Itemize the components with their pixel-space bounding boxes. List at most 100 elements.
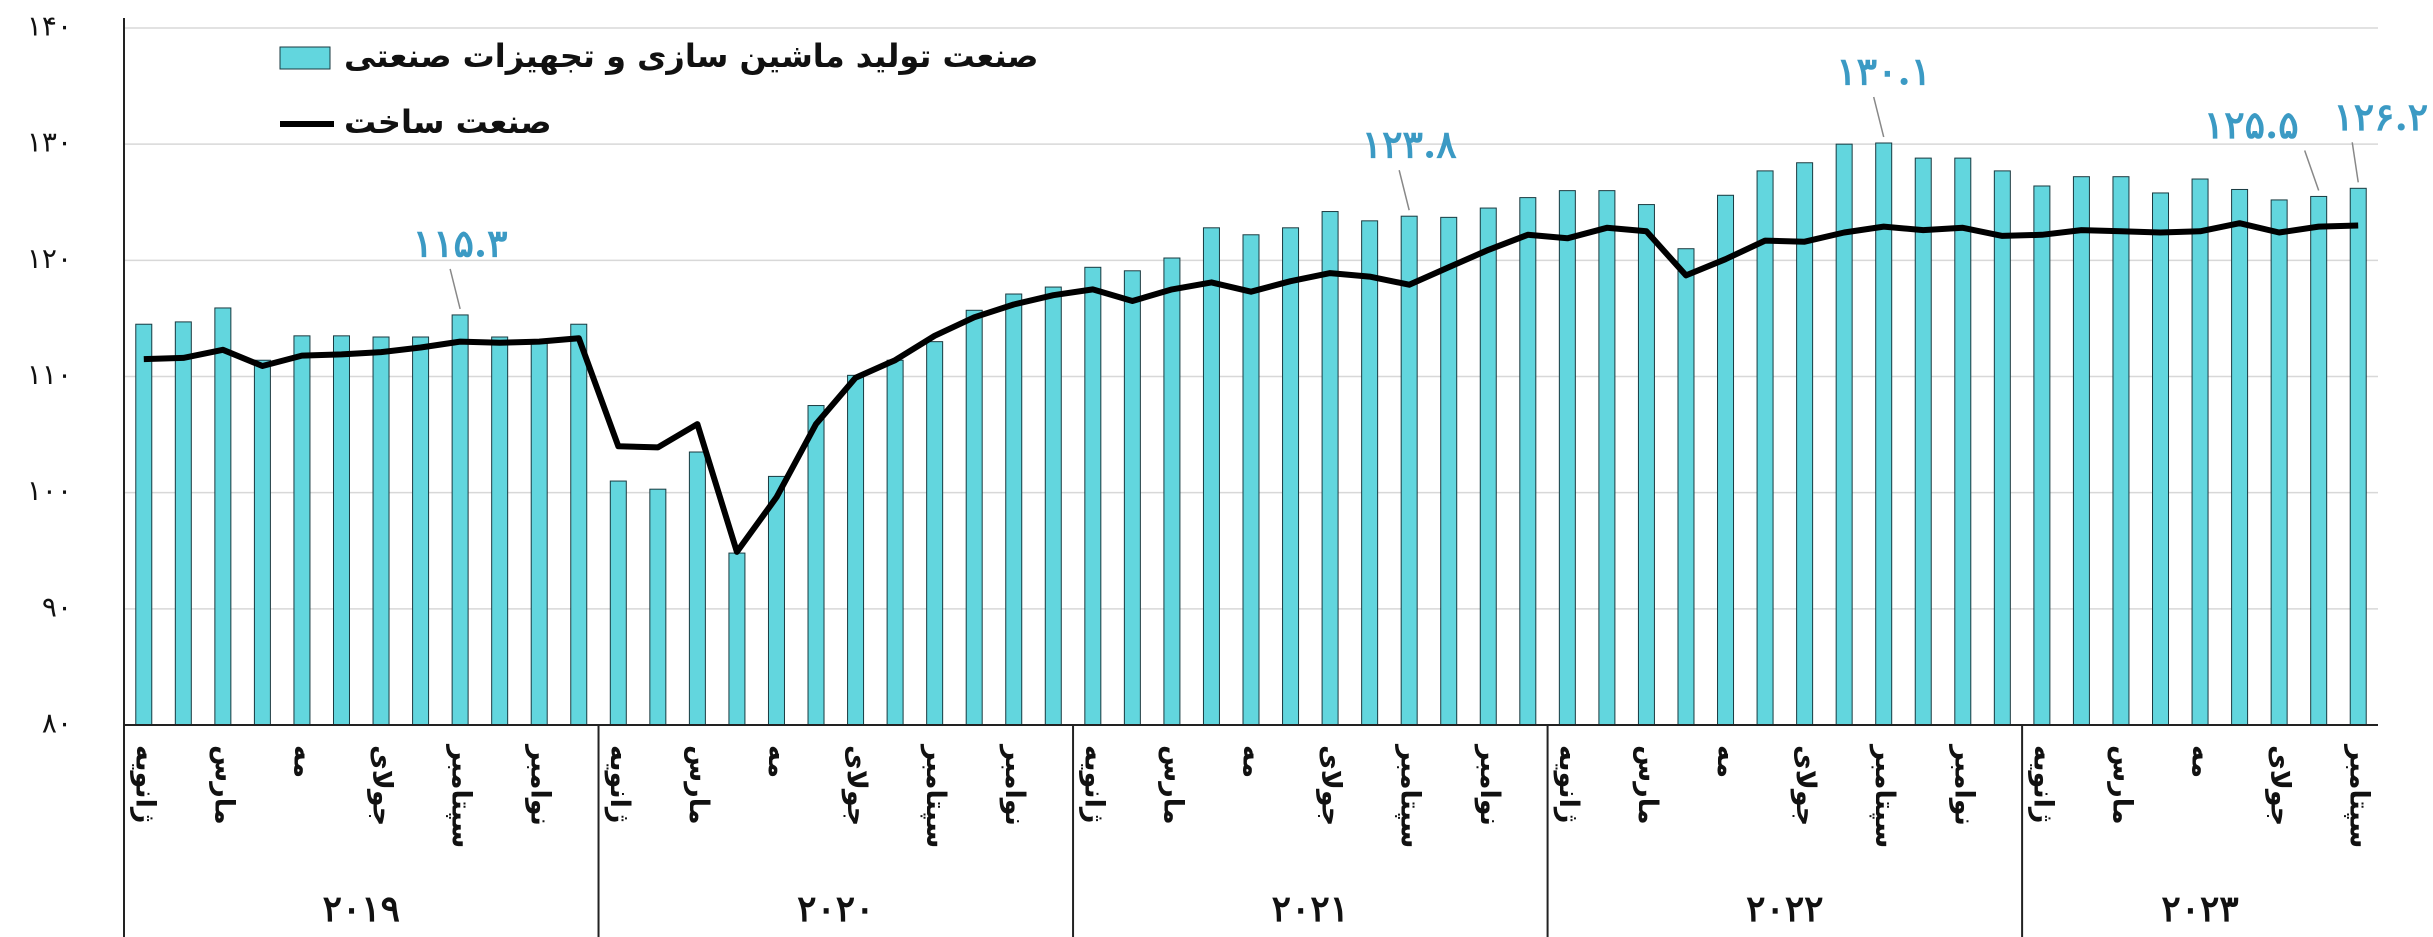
year-label: ۲۰۲۳ bbox=[2161, 888, 2238, 930]
annotation-leader bbox=[2351, 142, 2359, 183]
bar bbox=[767, 475, 785, 726]
bar bbox=[1202, 227, 1220, 726]
y-tick-label: ۸۰ bbox=[42, 707, 72, 740]
bar bbox=[1756, 170, 1774, 726]
bar bbox=[214, 307, 232, 726]
bar bbox=[570, 323, 588, 726]
bar bbox=[2231, 188, 2249, 726]
bar bbox=[1321, 211, 1339, 726]
bar bbox=[1637, 204, 1655, 726]
x-tick-label: سپتامبر bbox=[1869, 743, 1900, 848]
bar bbox=[1400, 215, 1418, 726]
data-label: ۱۲۵.۵ bbox=[2204, 102, 2299, 147]
x-tick-label: مه bbox=[762, 745, 793, 778]
legend-swatch bbox=[279, 46, 331, 70]
bar bbox=[1282, 227, 1300, 726]
bar bbox=[1479, 207, 1497, 726]
bar bbox=[2191, 178, 2209, 726]
data-label: ۱۱۵.۳ bbox=[413, 220, 508, 265]
bar bbox=[1677, 248, 1695, 726]
bar bbox=[2310, 195, 2328, 726]
bar bbox=[649, 488, 667, 726]
x-tick-label: ژانویه bbox=[1553, 745, 1584, 823]
bar bbox=[2072, 176, 2090, 726]
bar bbox=[1796, 162, 1814, 726]
x-tick-label: مه bbox=[1711, 745, 1742, 778]
x-tick-label: مارس bbox=[683, 745, 714, 825]
annotation-leader bbox=[1398, 170, 1410, 211]
bar bbox=[926, 341, 944, 726]
x-tick-label: نوامبر bbox=[1474, 743, 1505, 826]
bar bbox=[1361, 220, 1379, 726]
x-tick-label: ژانویه bbox=[1078, 745, 1109, 823]
year-label: ۲۰۱۹ bbox=[323, 888, 400, 930]
bar bbox=[1123, 270, 1141, 726]
bar bbox=[688, 451, 706, 726]
bar bbox=[253, 359, 271, 726]
y-tick-label: ۱۳۰ bbox=[27, 126, 72, 159]
annotation-leader bbox=[2303, 150, 2320, 191]
year-label: ۲۰۲۰ bbox=[797, 888, 874, 930]
y-tick-label: ۱۱۰ bbox=[27, 358, 72, 391]
bar bbox=[1440, 216, 1458, 726]
x-tick-label: مارس bbox=[1632, 745, 1663, 825]
annotation-leader bbox=[449, 268, 461, 310]
x-tick-label: ژانویه bbox=[2027, 745, 2058, 823]
x-tick-label: جولای bbox=[1790, 745, 1821, 826]
data-label: ۱۲۶.۲ bbox=[2333, 94, 2428, 139]
bar bbox=[1717, 194, 1735, 726]
x-tick-label: سپتامبر bbox=[920, 743, 951, 848]
x-tick-label: مارس bbox=[208, 745, 239, 825]
bar bbox=[1044, 286, 1062, 726]
bar bbox=[1084, 266, 1102, 726]
bar bbox=[530, 339, 548, 726]
x-tick-label: مه bbox=[1237, 745, 1268, 778]
bar bbox=[2112, 176, 2130, 726]
x-tick-label: سپتامبر bbox=[2344, 743, 2375, 848]
bar bbox=[293, 335, 311, 726]
x-tick-label: مه bbox=[287, 745, 318, 778]
bar bbox=[1519, 197, 1537, 726]
bar bbox=[372, 336, 390, 726]
bar bbox=[1163, 257, 1181, 726]
bar bbox=[609, 480, 627, 726]
x-tick-label: مارس bbox=[1157, 745, 1188, 825]
x-tick-label: جولای bbox=[367, 745, 398, 826]
bar bbox=[2270, 199, 2288, 726]
bar bbox=[807, 405, 825, 726]
bar bbox=[886, 359, 904, 726]
x-tick-label: جولای bbox=[841, 745, 872, 826]
data-label: ۱۲۳.۸ bbox=[1362, 122, 1457, 167]
legend-label: صنعت تولید ماشین سازی و تجهیزات صنعتی bbox=[344, 37, 1038, 75]
y-tick-label: ۱۴۰ bbox=[27, 10, 72, 43]
bar bbox=[2033, 185, 2051, 726]
bar bbox=[491, 336, 509, 726]
x-tick-label: نوامبر bbox=[525, 743, 556, 826]
bar bbox=[412, 336, 430, 726]
bar bbox=[2152, 192, 2170, 726]
x-tick-label: سپتامبر bbox=[1395, 743, 1426, 848]
annotation-leader bbox=[1872, 96, 1885, 138]
bar bbox=[965, 309, 983, 726]
year-label: ۲۰۲۱ bbox=[1272, 888, 1349, 930]
x-tick-label: مارس bbox=[2106, 745, 2137, 825]
bar bbox=[1005, 293, 1023, 726]
bar bbox=[1242, 234, 1260, 726]
y-tick-label: ۱۰۰ bbox=[27, 474, 72, 507]
line bbox=[143, 220, 2359, 555]
bar bbox=[1598, 190, 1616, 726]
x-tick-label: نوامبر bbox=[1948, 743, 1979, 826]
bar bbox=[847, 374, 865, 726]
x-tick-label: نوامبر bbox=[999, 743, 1030, 826]
x-tick-label: ژانویه bbox=[129, 745, 160, 823]
x-tick-label: ژانویه bbox=[604, 745, 635, 823]
bar bbox=[1914, 157, 1932, 726]
bar bbox=[451, 314, 469, 726]
x-tick-label: سپتامبر bbox=[446, 743, 477, 848]
legend-label: صنعت ساخت bbox=[344, 103, 551, 141]
bar bbox=[728, 552, 746, 726]
bar bbox=[2349, 187, 2367, 726]
bar bbox=[135, 323, 153, 726]
bar bbox=[1954, 157, 1972, 726]
